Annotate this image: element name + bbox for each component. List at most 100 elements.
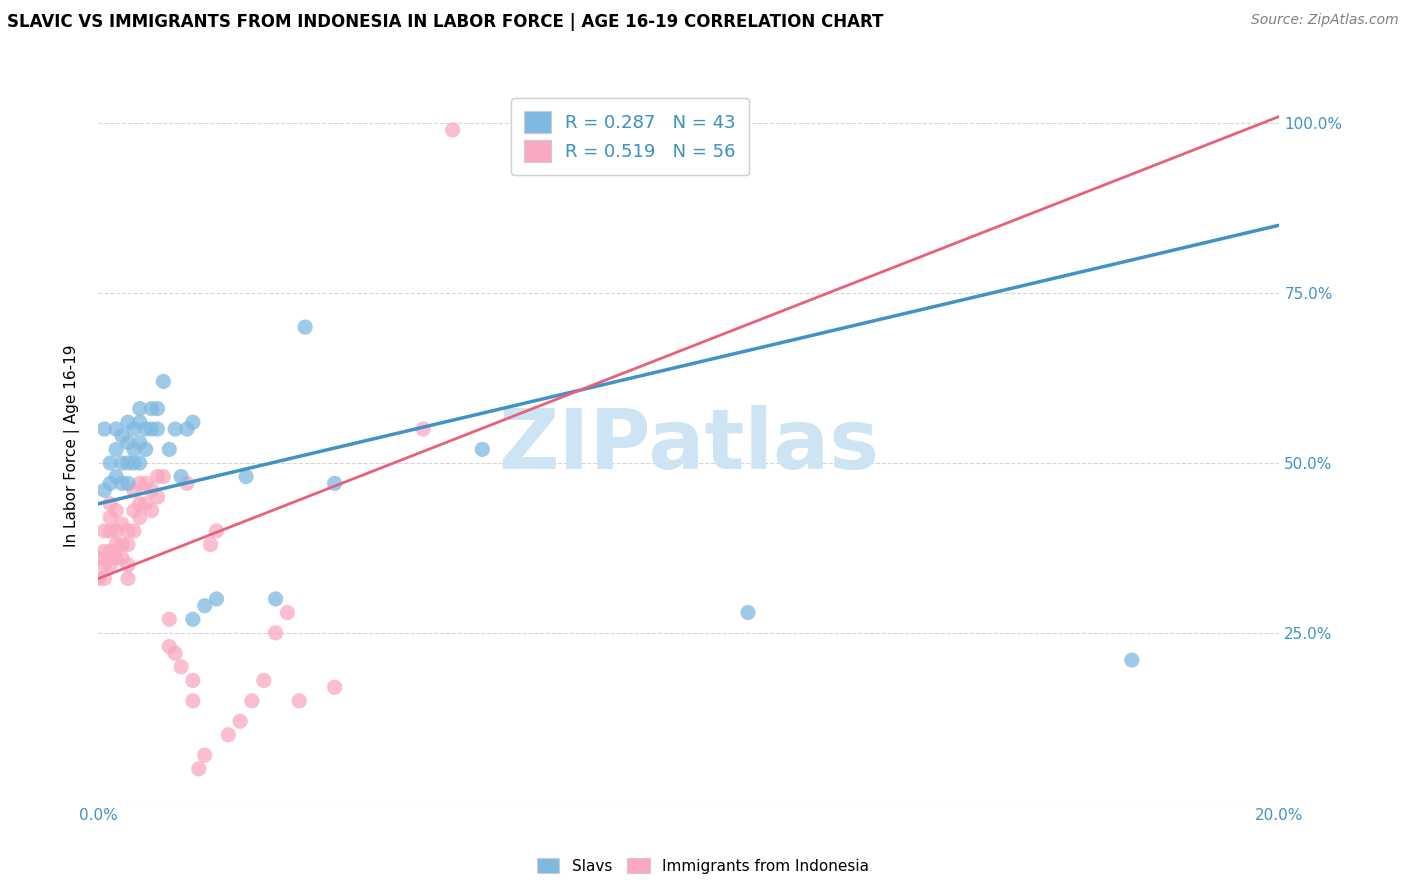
Point xyxy=(200,537,222,551)
Point xyxy=(1121,653,1143,667)
Point xyxy=(294,320,316,334)
Point xyxy=(128,510,150,524)
Point xyxy=(157,612,180,626)
Point xyxy=(323,680,346,694)
Point xyxy=(98,476,121,491)
Point xyxy=(141,422,163,436)
Point xyxy=(128,435,150,450)
Point xyxy=(205,524,228,538)
Point xyxy=(135,442,157,457)
Point xyxy=(135,476,157,491)
Point xyxy=(117,456,139,470)
Point xyxy=(93,572,115,586)
Point xyxy=(93,422,115,436)
Point xyxy=(93,544,115,558)
Point xyxy=(128,497,150,511)
Point xyxy=(122,483,145,498)
Point xyxy=(105,551,128,566)
Point xyxy=(141,483,163,498)
Point xyxy=(93,483,115,498)
Point xyxy=(111,429,134,443)
Point xyxy=(98,544,121,558)
Point xyxy=(111,551,134,566)
Point xyxy=(240,694,263,708)
Point xyxy=(128,415,150,429)
Point xyxy=(170,660,193,674)
Legend: Slavs, Immigrants from Indonesia: Slavs, Immigrants from Indonesia xyxy=(530,852,876,880)
Point xyxy=(235,469,257,483)
Point xyxy=(194,748,217,763)
Point xyxy=(135,497,157,511)
Point xyxy=(146,422,169,436)
Point xyxy=(98,456,121,470)
Point xyxy=(122,442,145,457)
Point xyxy=(229,714,252,729)
Point xyxy=(323,476,346,491)
Legend: R = 0.287   N = 43, R = 0.519   N = 56: R = 0.287 N = 43, R = 0.519 N = 56 xyxy=(512,98,748,175)
Point xyxy=(128,401,150,416)
Point xyxy=(117,435,139,450)
Point xyxy=(412,422,434,436)
Point xyxy=(128,456,150,470)
Point xyxy=(93,524,115,538)
Point xyxy=(93,558,115,572)
Text: SLAVIC VS IMMIGRANTS FROM INDONESIA IN LABOR FORCE | AGE 16-19 CORRELATION CHART: SLAVIC VS IMMIGRANTS FROM INDONESIA IN L… xyxy=(7,13,883,31)
Point xyxy=(111,537,134,551)
Point xyxy=(117,415,139,429)
Point xyxy=(253,673,276,688)
Point xyxy=(122,524,145,538)
Point xyxy=(157,640,180,654)
Point xyxy=(181,673,204,688)
Point xyxy=(165,646,187,660)
Point xyxy=(152,375,174,389)
Point xyxy=(105,537,128,551)
Point xyxy=(205,591,228,606)
Point xyxy=(117,572,139,586)
Point xyxy=(181,612,204,626)
Point xyxy=(176,476,198,491)
Point xyxy=(264,626,287,640)
Point xyxy=(181,415,204,429)
Point xyxy=(117,537,139,551)
Y-axis label: In Labor Force | Age 16-19: In Labor Force | Age 16-19 xyxy=(63,344,80,548)
Point xyxy=(122,503,145,517)
Point xyxy=(152,469,174,483)
Point xyxy=(165,422,187,436)
Point xyxy=(141,503,163,517)
Point xyxy=(122,422,145,436)
Point xyxy=(146,401,169,416)
Text: ZIPatlas: ZIPatlas xyxy=(499,406,879,486)
Point xyxy=(105,469,128,483)
Point xyxy=(98,558,121,572)
Point xyxy=(98,510,121,524)
Point xyxy=(105,503,128,517)
Point xyxy=(737,606,759,620)
Point xyxy=(441,123,464,137)
Point xyxy=(98,524,121,538)
Point xyxy=(105,422,128,436)
Point xyxy=(141,401,163,416)
Point xyxy=(111,517,134,532)
Point xyxy=(176,422,198,436)
Point xyxy=(111,476,134,491)
Point xyxy=(187,762,209,776)
Point xyxy=(87,572,110,586)
Point xyxy=(146,469,169,483)
Point xyxy=(146,490,169,504)
Text: Source: ZipAtlas.com: Source: ZipAtlas.com xyxy=(1251,13,1399,28)
Point xyxy=(194,599,217,613)
Point xyxy=(170,469,193,483)
Point xyxy=(471,442,494,457)
Point xyxy=(117,476,139,491)
Point xyxy=(105,442,128,457)
Point xyxy=(217,728,239,742)
Point xyxy=(98,497,121,511)
Point xyxy=(117,524,139,538)
Point xyxy=(157,442,180,457)
Point xyxy=(122,456,145,470)
Point xyxy=(105,524,128,538)
Point xyxy=(135,422,157,436)
Point xyxy=(181,694,204,708)
Point xyxy=(264,591,287,606)
Point xyxy=(276,606,298,620)
